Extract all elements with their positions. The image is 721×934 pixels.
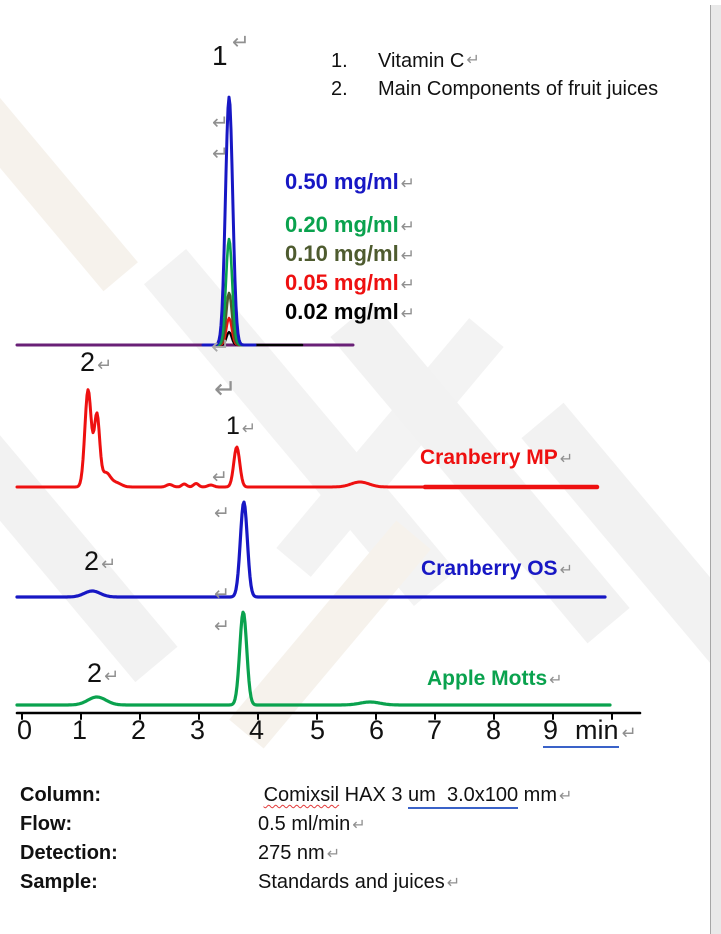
return-mark-icon: ↵ [466, 50, 480, 69]
return-mark-icon: ↵ [559, 449, 574, 468]
axis-tick-9: 9 [543, 715, 559, 745]
return-mark-icon: ↵ [214, 502, 230, 524]
detail-value: Comixsil HAX 3 um 3.0x100 mm ↵ [258, 784, 573, 809]
detail-row-detection: Detection: 275 nm ↵ [20, 842, 340, 865]
axis-tick-5: 5 [310, 715, 326, 745]
page-edge [710, 5, 721, 934]
os-peak2-marker: 2 ↵ [84, 546, 117, 576]
return-mark-icon: ↵ [214, 374, 237, 405]
detail-row-flow: Flow: 0.5 ml/min ↵ [20, 813, 366, 836]
sample-label-cranberry-os: Cranberry OS ↵ [421, 557, 573, 580]
detail-value: Standards and juices ↵ [258, 871, 461, 893]
return-mark-icon: ↵ [352, 815, 366, 834]
detail-value: 0.5 ml/min ↵ [258, 813, 366, 835]
axis-tick-7: 7 [427, 715, 443, 745]
detail-label: Detection: [20, 842, 118, 864]
return-mark-icon: ↵ [559, 786, 573, 805]
legend-number: 2. [331, 78, 348, 100]
legend-label: Main Components of fruit juices [378, 78, 659, 100]
standards-peak1-marker: 1 [212, 40, 228, 71]
legend-label: Vitamin C [378, 50, 465, 72]
detail-label: Flow: [20, 813, 73, 835]
legend-item-1: 1. Vitamin C ↵ [331, 50, 480, 73]
return-mark-icon: ↵ [446, 873, 461, 892]
return-mark-icon: ↵ [214, 615, 230, 637]
legend-number: 1. [331, 50, 348, 72]
concentration-label-050: 0.50 mg/ml ↵ [285, 169, 415, 194]
return-mark-icon: ↵ [212, 110, 229, 134]
axis-tick-2: 2 [131, 715, 147, 745]
return-mark-icon: ↵ [549, 670, 563, 689]
return-mark-icon: ↵ [104, 666, 120, 687]
return-mark-icon: ↵ [97, 355, 113, 376]
return-mark-icon: ↵ [101, 554, 117, 575]
return-mark-icon: ↵ [214, 583, 230, 605]
axis-tick-1: 1 [72, 715, 88, 745]
standards-peak2-marker: 2 ↵ [80, 347, 113, 377]
concentration-label-010: 0.10 mg/ml ↵ [285, 241, 415, 266]
detail-label: Sample: [20, 871, 98, 893]
return-mark-icon: ↵ [326, 844, 341, 863]
axis-tick-0: 0 [17, 715, 33, 745]
return-mark-icon: ↵ [211, 334, 231, 360]
return-mark-icon: ↵ [621, 723, 637, 744]
return-mark-icon: ↵ [400, 275, 415, 295]
return-mark-icon: ↵ [400, 174, 415, 194]
axis-unit: min [575, 715, 619, 745]
axis-tick-8: 8 [486, 715, 502, 745]
return-mark-icon: ↵ [212, 466, 228, 488]
return-mark-icon: ↵ [241, 419, 257, 439]
detail-row-column: Column: Comixsil HAX 3 um 3.0x100 mm ↵ [20, 784, 573, 809]
mp-peak1-marker: 1 ↵ [226, 412, 257, 440]
return-mark-icon: ↵ [232, 30, 250, 54]
sample-label-cranberry-mp: Cranberry MP ↵ [420, 446, 574, 469]
legend-item-2: 2. Main Components of fruit juices [331, 78, 658, 101]
sample-label-apple-motts: Apple Motts ↵ [427, 667, 563, 690]
detail-label: Column: [20, 784, 102, 806]
axis-tick-3: 3 [190, 715, 206, 745]
axis-tick-9-min: 9 min ↵ [543, 715, 637, 748]
concentration-label-002: 0.02 mg/ml ↵ [285, 299, 415, 324]
return-mark-icon: ↵ [559, 560, 573, 579]
return-mark-icon: ↵ [400, 246, 415, 266]
axis-tick-6: 6 [369, 715, 385, 745]
return-mark-icon: ↵ [400, 304, 415, 324]
apple-peak2-marker: 2 ↵ [87, 658, 120, 688]
return-mark-icon: ↵ [400, 217, 415, 237]
return-mark-icon: ↵ [212, 141, 229, 165]
concentration-label-020: 0.20 mg/ml ↵ [285, 212, 415, 237]
detail-value: 275 nm ↵ [258, 842, 341, 864]
detail-row-sample: Sample: Standards and juices ↵ [20, 871, 460, 894]
axis-tick-4: 4 [249, 715, 265, 745]
concentration-label-005: 0.05 mg/ml ↵ [285, 270, 415, 295]
